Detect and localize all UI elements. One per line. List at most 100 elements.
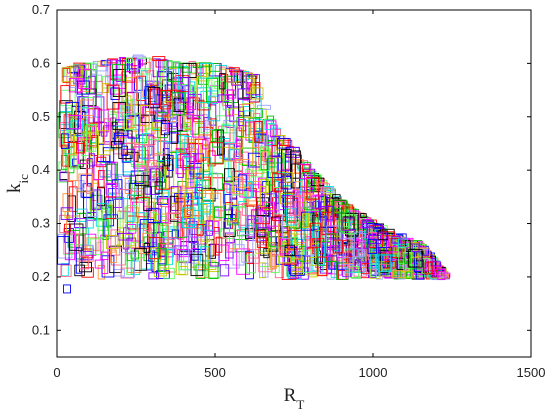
data-marker	[265, 210, 280, 227]
data-marker	[354, 231, 364, 258]
data-marker	[201, 157, 212, 176]
data-marker	[267, 123, 275, 145]
data-marker	[60, 207, 74, 220]
data-marker	[301, 164, 310, 172]
data-marker	[400, 270, 414, 279]
data-marker	[79, 63, 90, 70]
data-marker	[312, 226, 319, 238]
data-marker	[110, 229, 121, 256]
data-marker	[135, 174, 150, 187]
data-marker	[113, 89, 122, 97]
data-marker	[415, 247, 431, 258]
data-marker	[275, 187, 288, 216]
data-marker	[109, 196, 125, 220]
data-marker	[143, 243, 151, 254]
data-marker	[227, 218, 239, 226]
data-marker	[257, 134, 269, 144]
y-axis-label-main: k	[4, 183, 25, 193]
data-marker	[317, 243, 326, 266]
data-marker	[166, 69, 177, 94]
data-marker	[247, 215, 256, 238]
data-marker	[167, 213, 182, 238]
data-marker	[408, 249, 423, 268]
data-marker	[234, 153, 244, 164]
data-marker	[126, 118, 134, 130]
data-marker	[148, 272, 159, 280]
data-marker	[281, 263, 297, 280]
data-marker	[79, 251, 93, 261]
data-marker	[122, 58, 136, 83]
data-marker	[68, 115, 81, 130]
y-axis-label-sub: ic	[16, 174, 31, 184]
data-marker	[77, 137, 90, 164]
data-marker	[221, 123, 231, 134]
data-marker	[208, 104, 217, 126]
data-marker	[65, 147, 75, 174]
data-marker	[328, 255, 338, 270]
data-marker	[259, 262, 266, 279]
data-marker	[111, 140, 123, 149]
data-marker	[355, 240, 366, 253]
data-marker	[183, 115, 192, 129]
data-marker	[144, 61, 151, 73]
data-marker	[135, 196, 150, 218]
data-marker	[377, 254, 392, 273]
data-marker	[175, 261, 186, 275]
data-marker	[228, 143, 242, 162]
data-marker	[199, 62, 214, 79]
data-marker	[360, 213, 367, 219]
data-marker	[159, 216, 167, 237]
data-marker	[100, 204, 114, 213]
data-marker	[96, 241, 104, 252]
data-marker	[221, 146, 235, 162]
data-marker	[223, 203, 238, 222]
data-marker	[67, 195, 76, 222]
data-marker	[63, 284, 71, 294]
data-marker	[222, 100, 233, 111]
data-marker	[241, 203, 248, 216]
x-axis-label-sub: T	[296, 397, 304, 412]
data-marker	[106, 84, 120, 110]
data-marker	[324, 192, 332, 216]
data-marker	[224, 168, 235, 182]
data-marker	[208, 262, 219, 279]
data-marker	[255, 96, 262, 120]
data-marker	[82, 244, 94, 255]
data-marker	[62, 148, 72, 170]
data-marker	[147, 167, 156, 182]
data-marker	[274, 179, 282, 193]
data-marker	[178, 266, 189, 276]
data-marker	[250, 108, 263, 118]
data-marker	[106, 162, 116, 185]
data-marker	[78, 68, 92, 89]
data-marker	[168, 130, 181, 154]
data-marker	[290, 194, 302, 216]
data-marker	[196, 87, 212, 103]
data-marker	[134, 92, 142, 118]
data-marker	[439, 272, 447, 278]
data-marker	[236, 229, 250, 237]
data-marker	[250, 87, 264, 100]
data-marker	[164, 247, 177, 273]
data-marker	[198, 134, 211, 145]
data-marker	[75, 247, 83, 274]
data-marker	[183, 236, 190, 264]
data-marker	[213, 227, 220, 256]
data-marker	[167, 154, 174, 171]
data-marker	[74, 180, 85, 189]
data-marker	[214, 206, 225, 219]
data-marker	[57, 236, 70, 265]
data-marker	[285, 208, 297, 226]
data-marker	[208, 173, 223, 190]
data-marker	[424, 262, 434, 275]
y-axis: 0.1 0.2 0.3 0.4 0.5 0.6 0.7	[32, 2, 531, 337]
data-marker	[147, 208, 161, 224]
y-tick-label: 0.2	[32, 269, 50, 284]
data-marker	[340, 226, 352, 251]
data-marker	[137, 57, 152, 70]
data-marker	[125, 57, 133, 63]
data-marker	[271, 144, 278, 174]
data-marker	[124, 177, 132, 194]
data-marker	[378, 247, 393, 275]
data-marker	[115, 231, 123, 246]
